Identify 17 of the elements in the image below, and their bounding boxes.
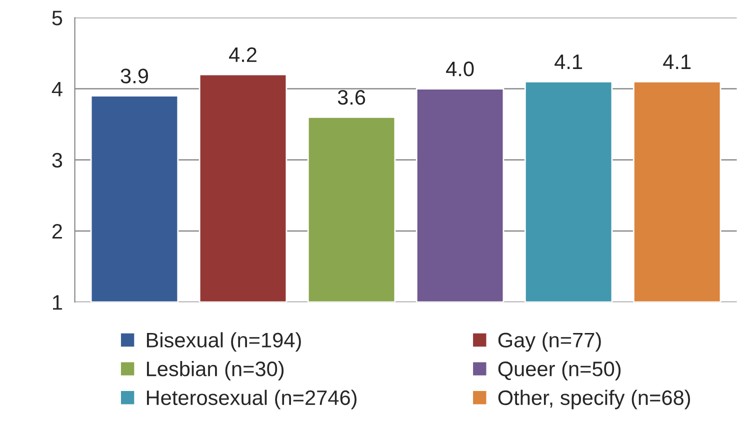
legend-label: Bisexual (n=194) [146, 332, 301, 352]
legend-label: Heterosexual (n=2746) [146, 390, 356, 410]
legend-label: Other, specify (n=68) [498, 390, 690, 410]
legend-label: Lesbian (n=30) [146, 361, 284, 380]
data-label: 4.1 [554, 54, 582, 69]
y-tick-label: 5 [52, 10, 62, 26]
data-label: 4.1 [663, 54, 691, 69]
y-tick-label: 4 [52, 82, 62, 96]
data-label: 4.0 [446, 62, 474, 76]
y-tick-label: 1 [53, 295, 62, 310]
data-label: 3.9 [120, 68, 148, 84]
data-label: 4.2 [229, 47, 256, 62]
y-tick-label: 2 [52, 224, 62, 239]
legend-label: Queer (n=50) [498, 361, 621, 380]
data-label: 3.6 [338, 90, 366, 105]
legend-label: Gay (n=77) [498, 332, 601, 352]
y-tick-label: 3 [52, 152, 62, 168]
